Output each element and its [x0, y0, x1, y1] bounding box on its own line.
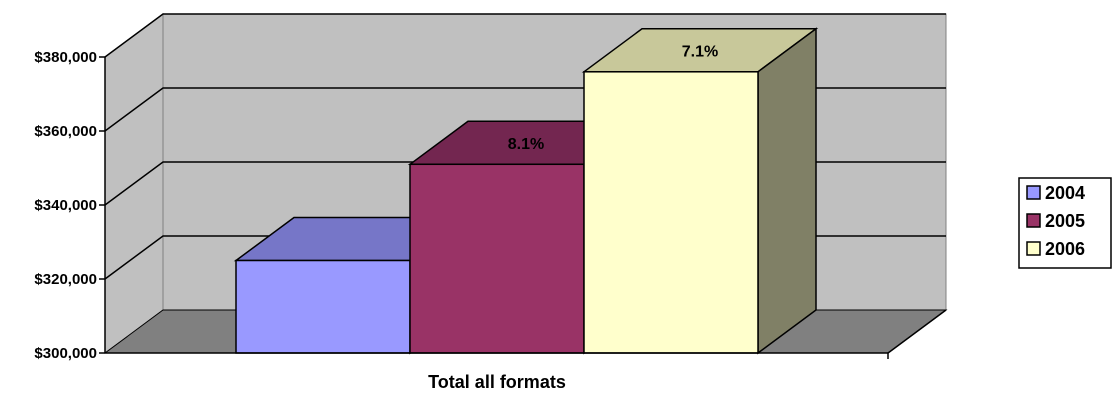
- legend-swatch: [1026, 213, 1041, 228]
- legend-box: 2004 2005 2006: [1018, 177, 1112, 269]
- bar-side: [757, 27, 817, 355]
- legend-label: 2004: [1045, 183, 1085, 203]
- bars: [233, 27, 819, 355]
- x-axis-depth: [887, 309, 947, 354]
- y-tick-label: $380,000: [34, 49, 97, 66]
- x-axis-label: Total all formats: [428, 372, 566, 392]
- legend-swatch: [1026, 185, 1041, 200]
- y-tick-label: $320,000: [34, 271, 97, 288]
- bar-front: [583, 71, 759, 354]
- y-tick-label: $360,000: [34, 123, 97, 140]
- legend-swatch: [1026, 241, 1041, 256]
- bar-front: [409, 163, 585, 354]
- data-label: 7.1%: [682, 43, 718, 60]
- bar-2006: [581, 27, 819, 355]
- data-label: 8.1%: [508, 136, 544, 153]
- y-tick-label: $300,000: [34, 345, 97, 362]
- axes: $300,000 $320,000 $340,000 $360,000 $380,000: [34, 49, 947, 362]
- data-labels: 8.1% 7.1%: [508, 43, 718, 153]
- bar-front: [235, 259, 411, 354]
- legend-label: 2005: [1045, 211, 1085, 231]
- legend-label: 2006: [1045, 239, 1085, 259]
- legend: 2004 2005 2006: [1018, 177, 1112, 269]
- y-tick-label: $340,000: [34, 197, 97, 214]
- gridline: [104, 13, 946, 58]
